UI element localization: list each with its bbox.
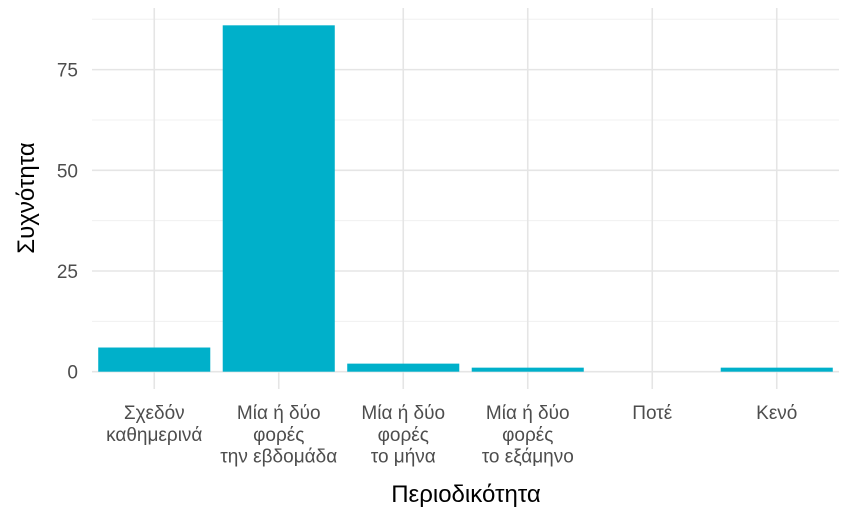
x-tick-label: Σχεδόν καθημερινά <box>106 403 202 446</box>
x-axis-title: Περιοδικότητα <box>391 481 541 508</box>
y-tick-label: 75 <box>57 61 78 82</box>
bar <box>720 367 833 372</box>
x-tick-label: Μία ή δύο φορές το μήνα <box>361 403 445 468</box>
y-tick-label: 50 <box>57 161 78 182</box>
x-tick-label: Ποτέ <box>632 403 673 424</box>
x-tick-label: Κενό <box>756 403 797 424</box>
y-tick-label: 25 <box>57 262 78 283</box>
y-axis-title: Συχνότητα <box>13 142 40 254</box>
y-tick-label: 0 <box>67 363 78 384</box>
bar <box>98 347 211 372</box>
bar <box>347 363 460 372</box>
bar <box>471 367 584 372</box>
x-tick-label: Μία ή δύο φορές την εβδομάδα <box>220 403 337 468</box>
bar <box>222 25 335 372</box>
x-tick-label: Μία ή δύο φορές το εξάμηνο <box>482 403 574 468</box>
